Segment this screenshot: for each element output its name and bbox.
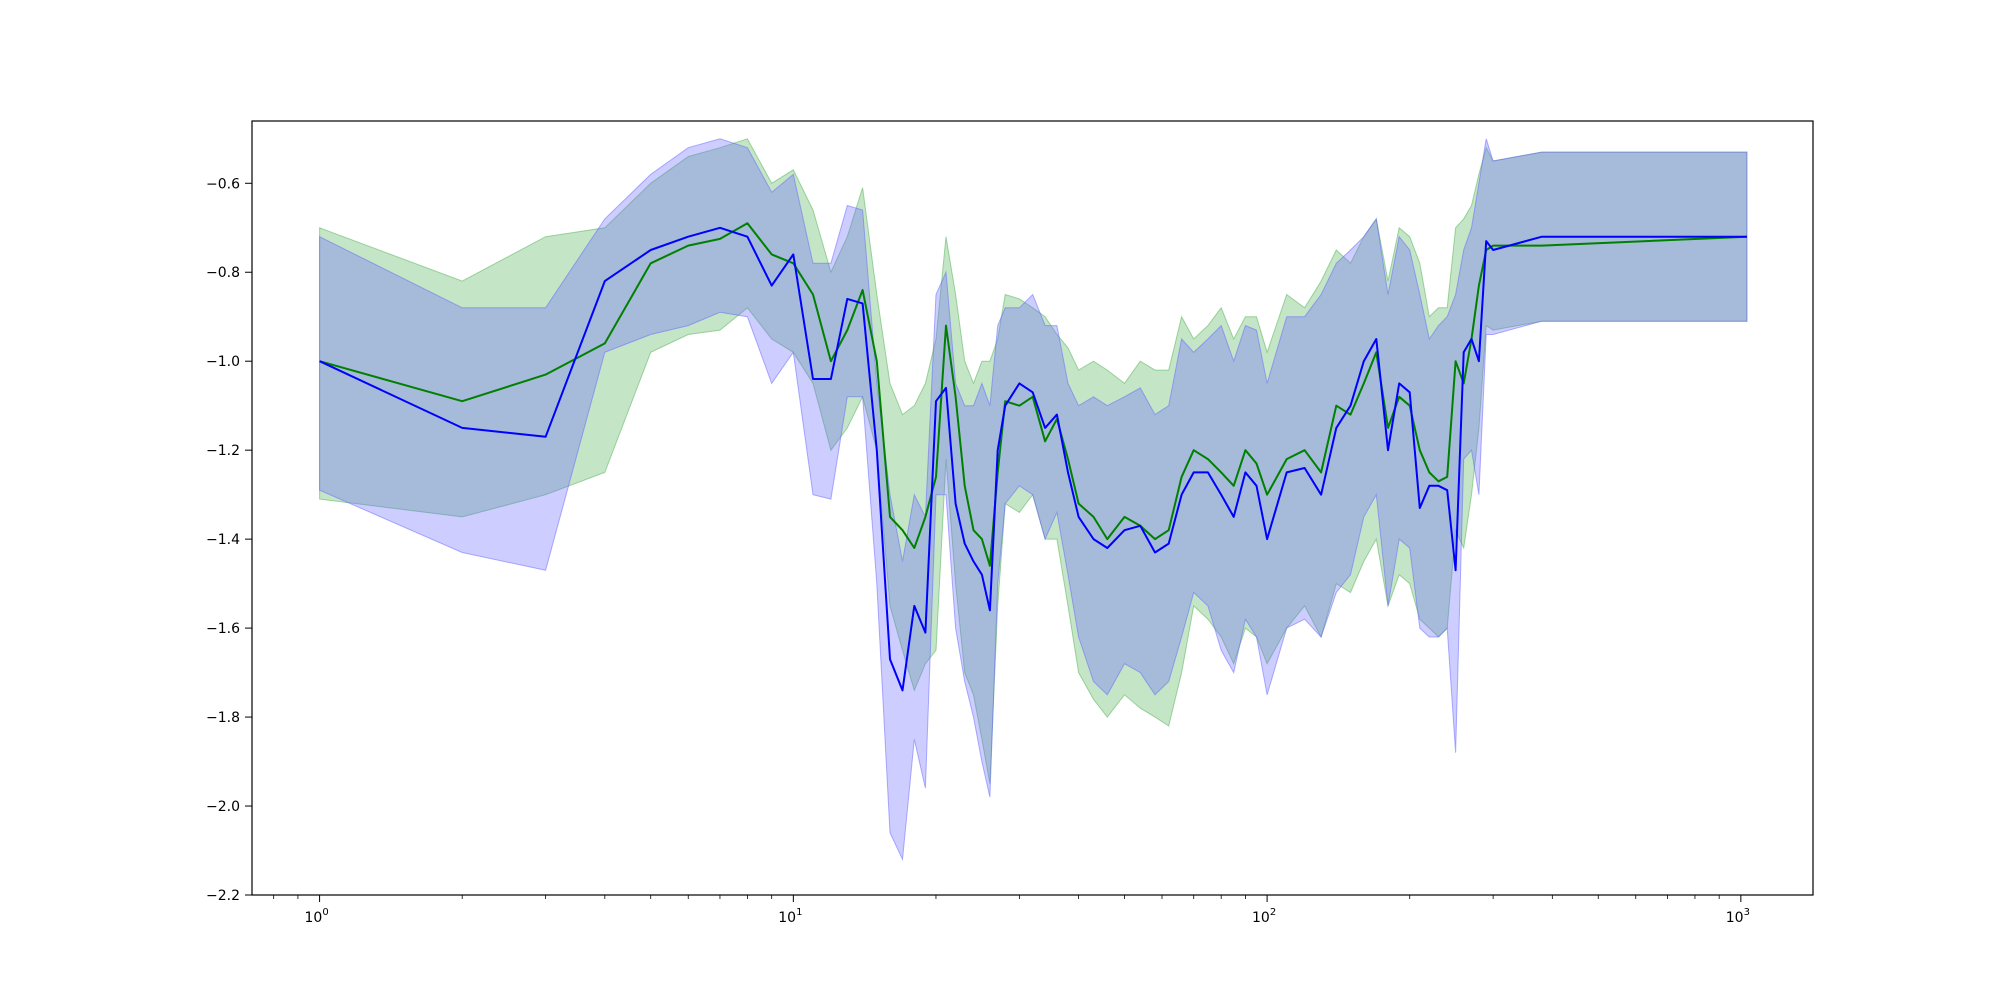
y-tick-label: −1.2	[206, 443, 240, 459]
y-tick-label: −1.6	[206, 621, 240, 637]
y-tick-label: −0.8	[206, 265, 240, 281]
y-tick-label: −2.2	[206, 888, 240, 904]
x-tick-exponent: 3	[1744, 907, 1750, 918]
y-axis: −0.6 −0.8 −1.0 −1.2 −1.4 −1.6 −1.8 −2.0 −2.2	[206, 176, 252, 904]
x-tick-exponent: 1	[796, 907, 802, 918]
series-1-line	[319, 222, 1747, 567]
x-axis: 100 101 102 103	[273, 895, 1750, 926]
x-tick-exponent: 0	[322, 907, 328, 918]
x-tick-exponent: 2	[1270, 907, 1276, 918]
plot-frame	[251, 120, 1814, 896]
series-lines	[319, 222, 1747, 692]
series-2-line	[319, 226, 1747, 692]
x-tick-label: 101	[778, 907, 802, 926]
x-tick-label: 102	[1252, 907, 1276, 926]
y-tick-label: −0.6	[206, 176, 240, 192]
y-tick-label: −1.8	[206, 710, 240, 726]
series-2-band	[319, 138, 1748, 862]
y-tick-label: −1.0	[206, 354, 240, 370]
confidence-bands	[319, 138, 1748, 862]
y-tick-label: −2.0	[206, 799, 240, 815]
x-tick-label: 100	[304, 907, 328, 926]
y-tick-label: −1.4	[206, 532, 240, 548]
x-tick-label: 103	[1726, 907, 1750, 926]
